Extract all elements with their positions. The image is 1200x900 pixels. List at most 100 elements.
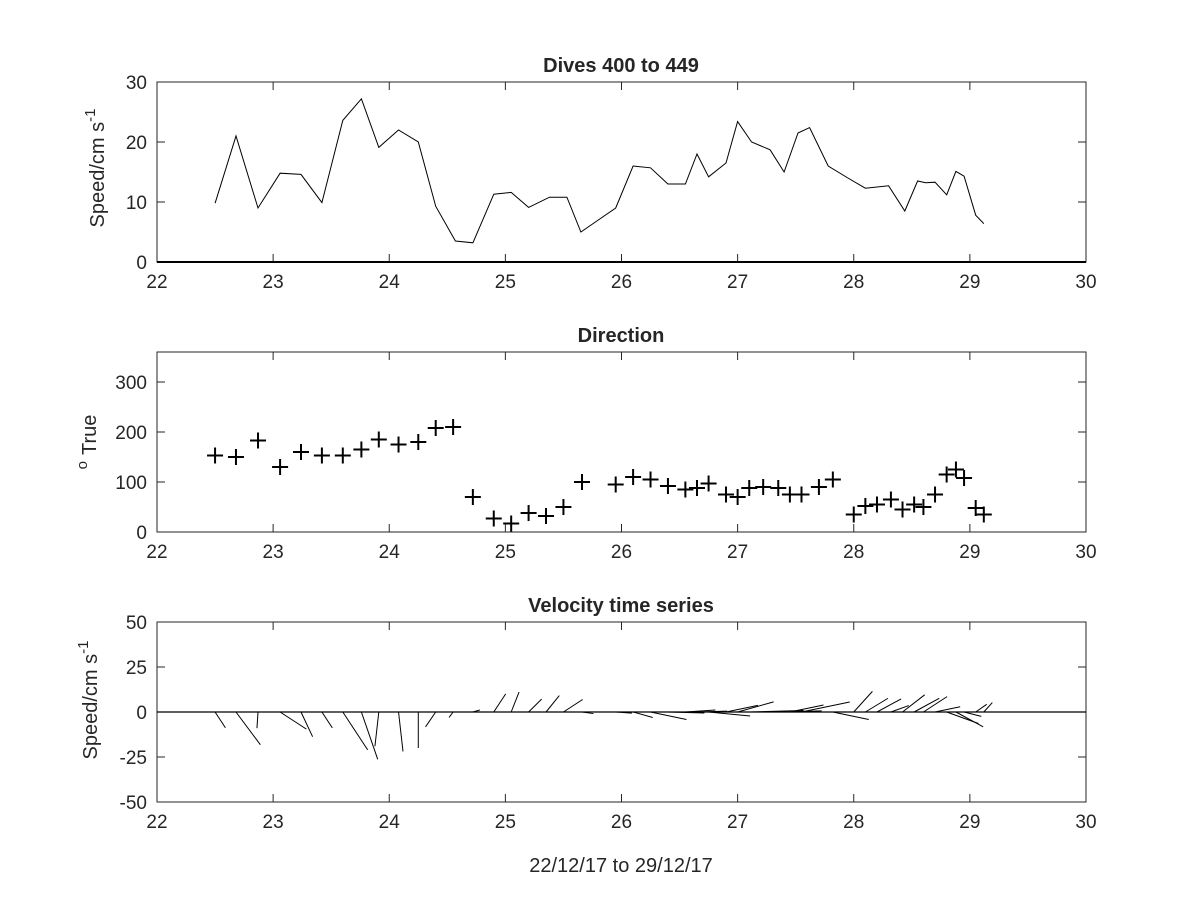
direction-xtick-label: 25 — [495, 542, 516, 563]
speed-panel-ylabel-superscript: -1 — [82, 109, 99, 122]
velocity-xtick-label: 27 — [727, 812, 748, 833]
direction-panel-ylabel: o True — [74, 415, 101, 470]
direction-plus-marker — [292, 444, 309, 460]
direction-plus-marker — [659, 478, 676, 494]
direction-plus-marker — [718, 486, 735, 503]
direction-plus-marker — [956, 470, 973, 486]
direction-ytick-label: 300 — [115, 373, 147, 394]
velocity-xtick-label: 30 — [1075, 812, 1096, 833]
direction-plus-marker — [755, 479, 772, 495]
velocity-vector-stick — [696, 710, 728, 713]
speed-xtick-label: 28 — [843, 272, 864, 293]
direction-plus-marker — [810, 479, 827, 495]
speed-axes-box — [156, 81, 1087, 263]
velocity-vector-stick — [975, 703, 988, 713]
speed-xtick-label: 24 — [379, 272, 401, 293]
direction-plus-marker — [915, 499, 932, 515]
velocity-ytick-label: 25 — [126, 658, 147, 679]
speed-xtick-label: 22 — [146, 272, 167, 293]
velocity-vector-stick — [581, 711, 594, 715]
velocity-xtick-label: 24 — [379, 812, 401, 833]
direction-plus-marker — [272, 459, 289, 475]
velocity-vector-stick — [902, 694, 925, 713]
direction-xtick-label: 27 — [727, 542, 748, 563]
velocity-vector-stick — [725, 704, 758, 713]
velocity-panel: Velocity time series Speed/cm s-1 22/12/… — [75, 595, 1097, 877]
direction-plus-marker — [427, 420, 444, 436]
direction-plus-marker — [824, 471, 841, 488]
direction-plus-marker — [845, 506, 862, 523]
direction-plus-marker — [207, 447, 224, 464]
direction-xtick-label: 23 — [263, 542, 284, 563]
direction-plus-marker — [538, 508, 555, 524]
direction-panel-ylabel-superscript: o — [74, 461, 91, 469]
direction-plus-marker — [445, 419, 462, 435]
velocity-xtick-label: 29 — [959, 812, 980, 833]
velocity-panel-ylabel-superscript: -1 — [75, 641, 92, 654]
velocity-xtick-label: 22 — [146, 812, 167, 833]
direction-plus-marker — [906, 496, 923, 513]
speed-series-line — [214, 97, 985, 244]
velocity-vector-stick — [650, 711, 687, 720]
velocity-vector-stick — [876, 698, 902, 713]
velocity-vector-stick — [472, 709, 480, 713]
direction-plus-marker — [555, 499, 572, 515]
direction-plus-marker — [868, 496, 885, 513]
direction-plus-marker — [975, 506, 992, 523]
velocity-vector-stick — [789, 704, 824, 713]
velocity-vector-stick — [256, 711, 259, 729]
direction-plus-marker — [227, 449, 244, 465]
velocity-vector-stick — [801, 701, 850, 713]
direction-plus-marker — [250, 432, 267, 449]
direction-plus-marker — [894, 501, 911, 518]
speed-ytick-label: 10 — [126, 193, 147, 214]
direction-plus-marker — [967, 500, 984, 516]
direction-plus-marker — [642, 471, 659, 488]
velocity-xtick-label: 23 — [263, 812, 284, 833]
direction-panel-ylabel-text: True — [79, 415, 101, 455]
velocity-vector-stick — [632, 711, 653, 719]
velocity-vector-stick — [300, 711, 314, 737]
speed-xtick-label: 23 — [263, 272, 284, 293]
direction-xtick-label: 22 — [146, 542, 167, 563]
direction-plus-marker — [607, 476, 624, 493]
velocity-xtick-label: 26 — [611, 812, 632, 833]
velocity-vector-stick — [563, 699, 583, 713]
velocity-vector-stick — [374, 711, 380, 747]
direction-plus-marker — [313, 447, 330, 464]
direction-plus-marker — [741, 480, 758, 496]
direction-plus-marker — [574, 474, 591, 490]
velocity-vector-stick — [448, 711, 454, 718]
velocity-vector-stick — [778, 710, 822, 713]
velocity-vector-stick — [853, 691, 873, 713]
direction-xtick-label: 24 — [379, 542, 401, 563]
direction-plus-marker — [334, 447, 351, 464]
velocity-vector-stick — [923, 696, 948, 713]
velocity-vector-stick — [398, 711, 404, 752]
velocity-vector-stick — [425, 711, 437, 728]
speed-ytick-label: 30 — [126, 73, 147, 94]
velocity-vector-stick — [235, 711, 261, 746]
velocity-xtick-label: 28 — [843, 812, 864, 833]
direction-xtick-label: 29 — [959, 542, 980, 563]
direction-plus-marker — [390, 436, 407, 453]
velocity-vector-stick — [955, 711, 984, 728]
direction-panel-title: Direction — [578, 325, 665, 347]
velocity-panel-xlabel: 22/12/17 to 29/12/17 — [529, 855, 713, 877]
direction-plus-marker — [857, 498, 874, 514]
direction-plus-marker — [485, 510, 502, 527]
velocity-vector-stick — [510, 691, 520, 713]
velocity-vector-stick — [279, 711, 307, 730]
direction-xtick-label: 28 — [843, 542, 864, 563]
direction-plus-marker — [370, 431, 387, 448]
direction-xtick-label: 26 — [611, 542, 632, 563]
direction-plus-marker — [677, 481, 694, 498]
speed-panel-title: Dives 400 to 449 — [543, 55, 699, 77]
direction-plus-marker — [882, 491, 899, 508]
direction-plus-marker — [700, 475, 717, 492]
velocity-vector-stick — [545, 695, 560, 713]
speed-ytick-label: 0 — [136, 253, 147, 274]
velocity-vector-stick — [983, 702, 993, 713]
direction-plus-marker — [464, 489, 481, 505]
speed-panel-ylabel-text: Speed/cm s — [87, 122, 109, 228]
